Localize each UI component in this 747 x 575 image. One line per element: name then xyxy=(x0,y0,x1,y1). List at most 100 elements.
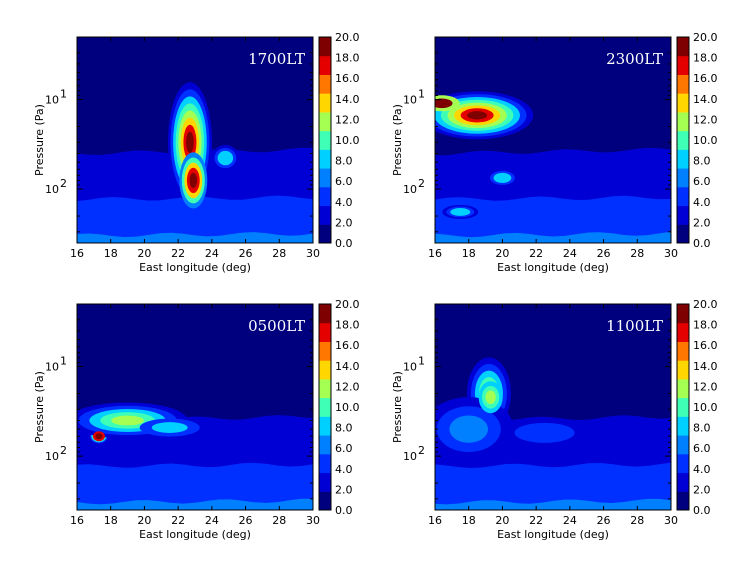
x-tick-label: 22 xyxy=(529,247,543,260)
data-features xyxy=(435,37,671,243)
colorbar-tick-label: 18.0 xyxy=(693,319,718,332)
x-tick-label: 30 xyxy=(664,514,678,527)
y-tick-exponent: 2 xyxy=(418,177,425,190)
colorbar-swatch xyxy=(319,224,331,244)
x-tick-label: 28 xyxy=(272,247,286,260)
x-tick-label: 28 xyxy=(630,247,644,260)
plot-frame xyxy=(434,36,672,244)
colorbar-tick-label: 10.0 xyxy=(335,401,360,414)
x-tick-label: 24 xyxy=(563,247,577,260)
x-tick-label: 24 xyxy=(205,247,219,260)
x-tick-label: 20 xyxy=(495,514,509,527)
colorbar-swatch xyxy=(319,453,331,474)
colorbar-tick-label: 10.0 xyxy=(693,134,718,147)
colorbar-tick-label: 6.0 xyxy=(693,175,711,188)
data-blob xyxy=(435,98,453,109)
data-blob xyxy=(526,426,563,439)
y-tick-label: 10 xyxy=(403,94,417,107)
x-tick-label: 30 xyxy=(664,247,678,260)
y-tick-exponent: 2 xyxy=(60,177,67,190)
background-band xyxy=(77,232,313,243)
colorbar-swatch xyxy=(677,397,689,417)
colorbar-tick-label: 0.0 xyxy=(693,504,711,517)
colorbar-swatch xyxy=(319,360,331,380)
colorbar-swatch xyxy=(677,360,689,380)
data-blob xyxy=(151,422,188,433)
panel-label: 1700LT xyxy=(248,50,305,68)
colorbar-swatch xyxy=(319,168,331,188)
y-tick-exponent: 1 xyxy=(60,88,67,101)
x-tick-label: 16 xyxy=(70,514,84,527)
y-tick-label: 10 xyxy=(45,450,59,463)
y-tick-label: 10 xyxy=(45,361,59,374)
x-tick-label: 16 xyxy=(428,514,442,527)
colorbar-swatch xyxy=(319,491,331,511)
colorbar-tick-label: 16.0 xyxy=(335,72,360,85)
colorbar-tick-label: 2.0 xyxy=(693,483,711,496)
x-tick-label: 30 xyxy=(306,247,320,260)
colorbar-tick-label: 14.0 xyxy=(693,360,718,373)
x-tick-label: 18 xyxy=(462,247,476,260)
colorbar-swatch xyxy=(677,205,689,225)
plot-frame xyxy=(76,36,314,244)
colorbar-tick-label: 12.0 xyxy=(335,113,360,126)
x-axis-label: East longitude (deg) xyxy=(139,261,251,274)
colorbar-tick-label: 18.0 xyxy=(693,52,718,65)
x-tick-label: 24 xyxy=(205,514,219,527)
colorbar-tick-label: 10.0 xyxy=(693,401,718,414)
colorbar-swatch xyxy=(677,472,689,492)
colorbar-swatch xyxy=(677,168,689,188)
colorbar-tick-label: 4.0 xyxy=(335,463,353,476)
colorbar-tick-label: 16.0 xyxy=(693,339,718,352)
colorbar-swatch xyxy=(677,322,689,342)
y-tick-label: 10 xyxy=(403,450,417,463)
colorbar-tick-label: 2.0 xyxy=(335,216,353,229)
colorbar-swatch xyxy=(319,472,331,492)
colorbar-tick-label: 2.0 xyxy=(335,483,353,496)
colorbar-tick-label: 10.0 xyxy=(335,134,360,147)
colorbar-swatch xyxy=(677,93,689,113)
data-blob xyxy=(186,131,194,153)
colorbar-tick-label: 0.0 xyxy=(693,237,711,250)
colorbar-tick-label: 4.0 xyxy=(693,463,711,476)
colorbar-tick-label: 0.0 xyxy=(335,504,353,517)
colorbar-tick-label: 6.0 xyxy=(335,442,353,455)
x-tick-label: 26 xyxy=(239,514,253,527)
colorbar-swatch xyxy=(319,130,331,150)
panel-label: 0500LT xyxy=(248,317,305,335)
colorbar-tick-label: 16.0 xyxy=(693,72,718,85)
y-tick-label: 10 xyxy=(45,183,59,196)
colorbar-swatch xyxy=(319,304,331,324)
colorbar-tick-label: 4.0 xyxy=(693,196,711,209)
y-tick-exponent: 2 xyxy=(418,444,425,457)
y-tick-label: 10 xyxy=(403,183,417,196)
colorbar-swatch xyxy=(677,130,689,150)
colorbar-swatch xyxy=(677,491,689,511)
x-tick-label: 28 xyxy=(272,514,286,527)
colorbar-tick-label: 18.0 xyxy=(335,319,360,332)
colorbar-swatch xyxy=(677,378,689,399)
colorbar-tick-label: 6.0 xyxy=(693,442,711,455)
plot-frame xyxy=(434,303,672,511)
x-tick-label: 22 xyxy=(529,514,543,527)
colorbar-swatch xyxy=(677,435,689,455)
colorbar-swatch xyxy=(677,74,689,94)
colorbar-swatch xyxy=(677,37,689,57)
y-axis-label: Pressure (Pa) xyxy=(391,104,404,176)
colorbar-swatch xyxy=(319,205,331,225)
colorbar-swatch xyxy=(319,37,331,57)
colorbar-swatch xyxy=(319,55,331,75)
colorbar-tick-label: 18.0 xyxy=(335,52,360,65)
colorbar-tick-label: 12.0 xyxy=(693,113,718,126)
x-tick-label: 20 xyxy=(495,247,509,260)
colorbar-tick-label: 8.0 xyxy=(693,422,711,435)
colorbar-swatch xyxy=(677,55,689,75)
colorbar-swatch xyxy=(319,416,331,436)
y-tick-exponent: 1 xyxy=(418,355,425,368)
y-tick-label: 10 xyxy=(403,361,417,374)
y-tick-label: 10 xyxy=(45,94,59,107)
colorbar-swatch xyxy=(319,341,331,361)
data-blob xyxy=(467,111,488,120)
